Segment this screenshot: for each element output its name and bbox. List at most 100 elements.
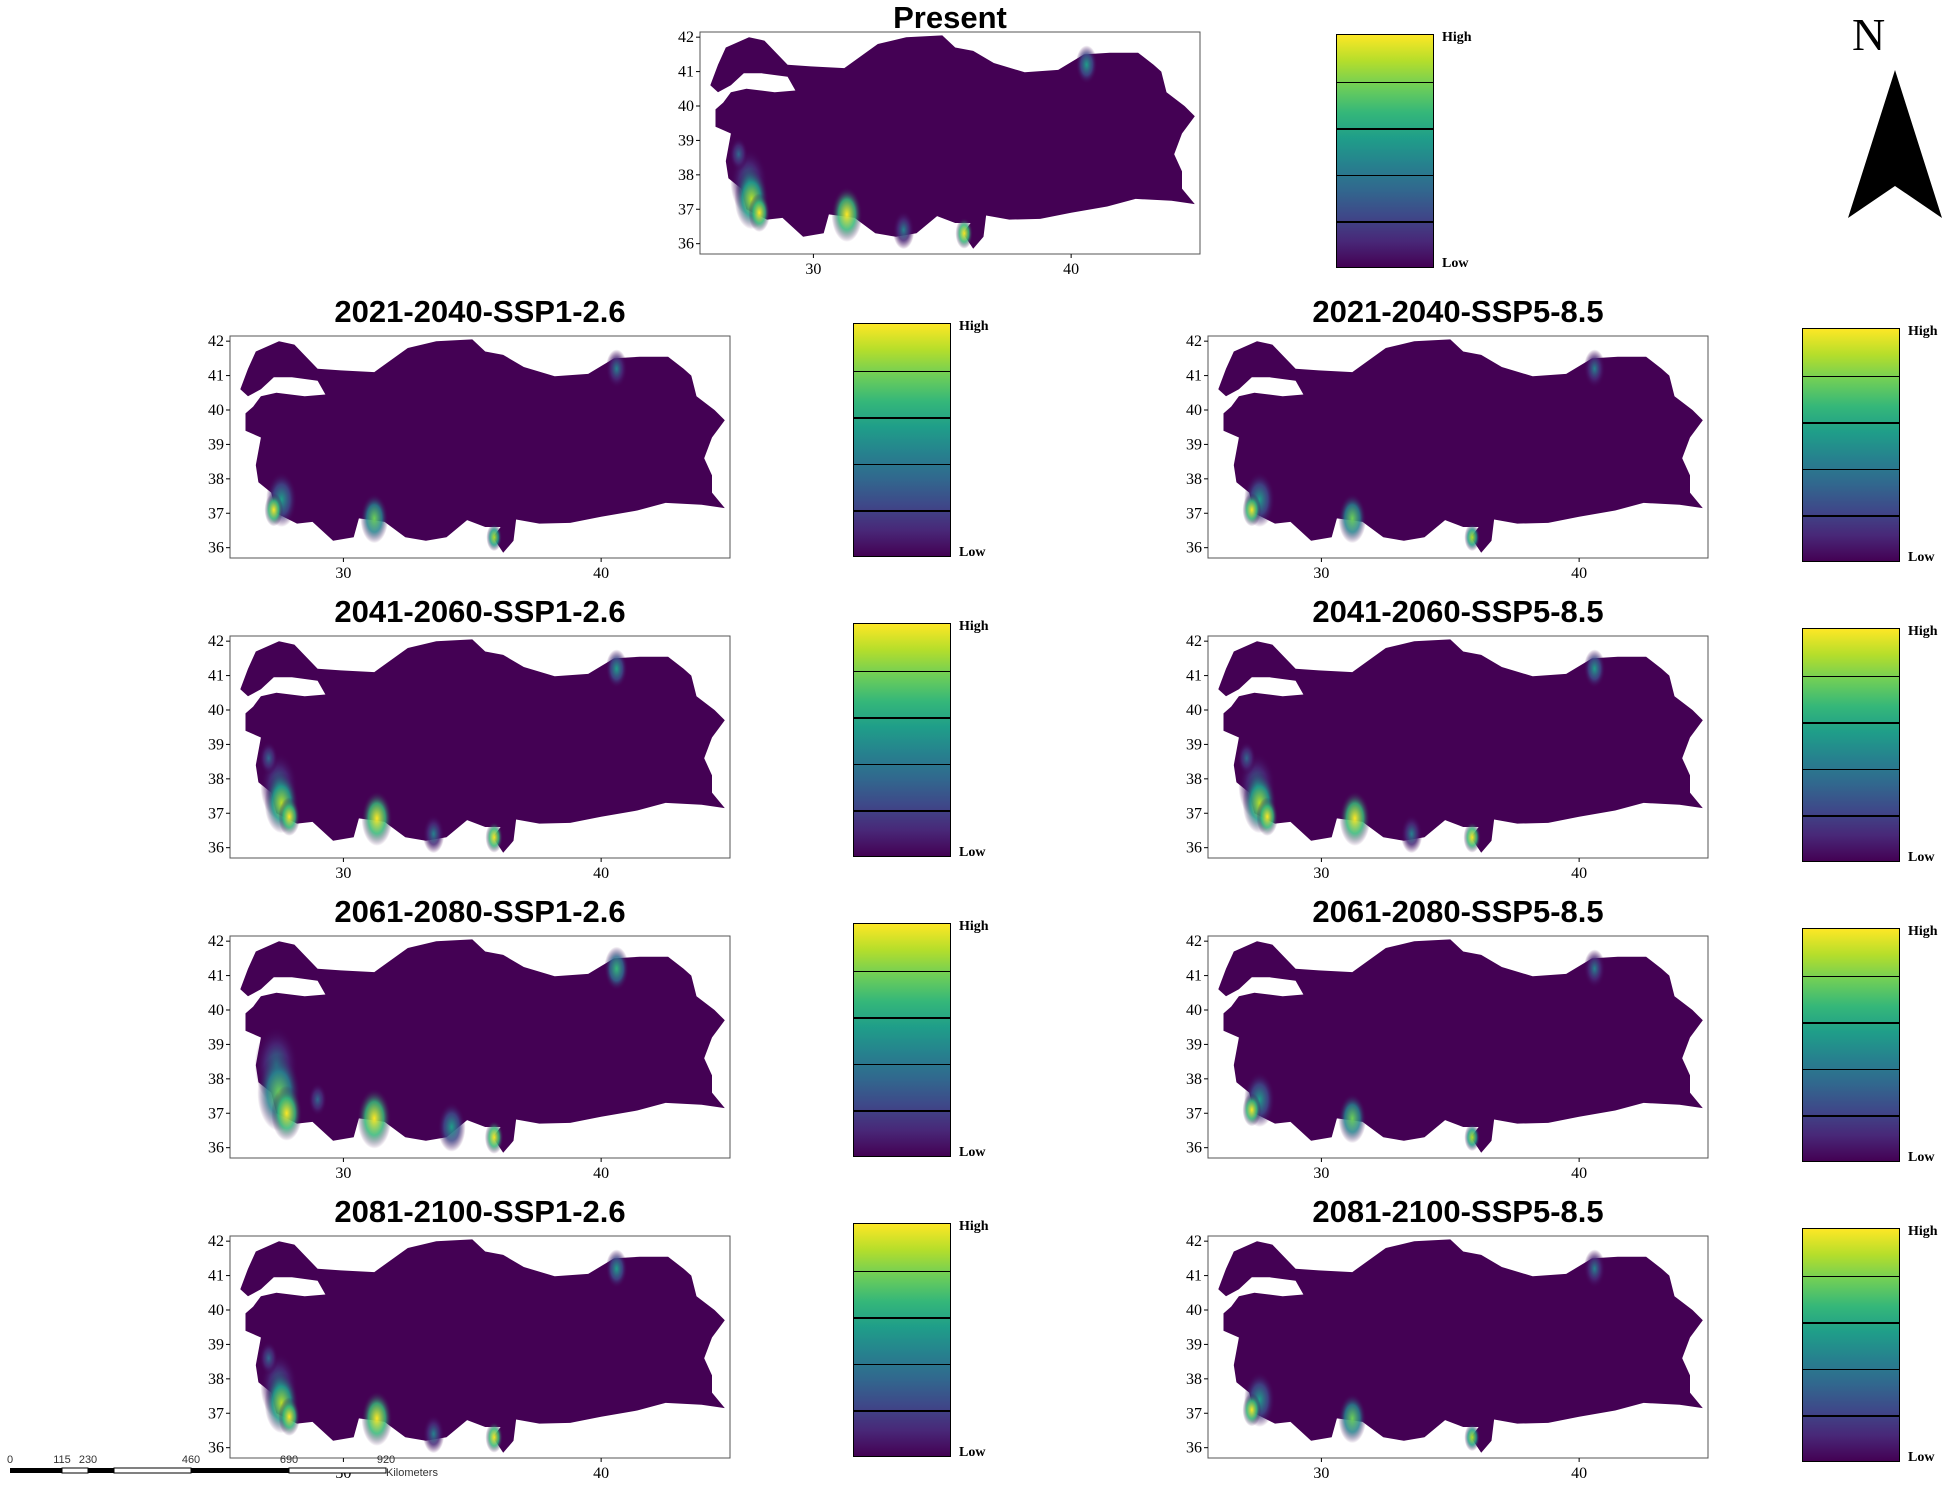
lat-tick-label: 40 (208, 402, 224, 419)
legend-divider (854, 810, 950, 812)
lat-tick-label: 37 (208, 805, 224, 822)
legend-2041-2060-ssp5: High Low (1802, 624, 1942, 865)
lat-tick-label: 40 (208, 702, 224, 719)
legend-divider (1337, 81, 1433, 83)
legend-divider (854, 717, 950, 719)
turkey-landmass (710, 35, 1195, 249)
panel-title: 2081-2100-SSP5-8.5 (1312, 1194, 1604, 1229)
turkey-landmass (1218, 639, 1703, 853)
legend-2021-2040-ssp5: High Low (1802, 324, 1942, 565)
lon-tick-label: 30 (805, 261, 821, 278)
scale-tick-label: 690 (279, 1454, 299, 1466)
legend-divider (1337, 221, 1433, 223)
suitability-hotspot (422, 1414, 445, 1454)
legend-2041-2060-ssp1: High Low (853, 619, 1023, 860)
legend-color-bar (853, 923, 951, 1157)
lat-tick-label: 38 (1186, 1371, 1202, 1388)
turkey-landmass (240, 1239, 725, 1453)
lat-tick-label: 39 (1186, 736, 1202, 753)
lon-tick-label: 40 (1571, 565, 1587, 582)
legend-high-label: High (959, 919, 989, 934)
marmara-sea (1251, 1278, 1301, 1292)
legend-divider (1803, 1368, 1899, 1370)
lat-tick-label: 42 (208, 1233, 224, 1250)
panel-title: 2061-2080-SSP1-2.6 (334, 894, 626, 929)
suitability-hotspot (1464, 1123, 1480, 1152)
map-svg: 42 41 40 39 38 37 36 30 40 (1186, 1233, 1709, 1482)
suitability-hotspot (1583, 349, 1606, 388)
lat-tick-label: 41 (208, 368, 224, 385)
legend-divider (854, 1317, 950, 1319)
lat-tick-label: 42 (678, 29, 694, 46)
legend-present: High Low (1336, 30, 1506, 271)
lon-tick-label: 30 (335, 1165, 351, 1182)
legend-divider (854, 510, 950, 512)
legend-divider (854, 417, 950, 419)
legend-divider (854, 463, 950, 465)
legend-divider (854, 1410, 950, 1412)
panel-title: 2061-2080-SSP5-8.5 (1312, 894, 1604, 929)
legend-high-label: High (1442, 30, 1472, 45)
panel-title: 2081-2100-SSP1-2.6 (334, 1194, 626, 1229)
map-panel-2021-2040-ssp5: 2021-2040-SSP5-8.5 42 41 40 39 38 37 36 30 40 (1168, 292, 1748, 592)
lat-tick-label: 37 (208, 1405, 224, 1422)
map-panel-2061-2080-ssp5: 2061-2080-SSP5-8.5 42 41 40 39 38 37 36 30 40 (1168, 892, 1748, 1192)
map-panel-2021-2040-ssp1: 2021-2040-SSP1-2.6 42 41 40 39 38 37 36 30 40 (190, 292, 770, 592)
marmara-sea (273, 978, 323, 992)
suitability-hotspot (892, 210, 915, 250)
legend-color-bar (1802, 328, 1900, 562)
lat-tick-label: 36 (208, 1440, 224, 1457)
suitability-hotspot (485, 1421, 503, 1453)
legend-divider (1803, 1068, 1899, 1070)
legend-divider (1803, 468, 1899, 470)
suitability-hotspot (437, 1102, 466, 1152)
legend-low-label: Low (1908, 1450, 1935, 1465)
panel-title: 2021-2040-SSP1-2.6 (334, 294, 626, 329)
map-svg: 42 41 40 39 38 37 36 30 40 (1186, 933, 1709, 1182)
panel-title: 2021-2040-SSP5-8.5 (1312, 294, 1604, 329)
lat-tick-label: 37 (1186, 805, 1202, 822)
lon-tick-label: 40 (1571, 865, 1587, 882)
legend-color-bar (1802, 628, 1900, 862)
suitability-hotspot (278, 797, 301, 836)
lon-tick-label: 40 (593, 565, 609, 582)
marmara-sea (1251, 978, 1301, 992)
lat-tick-label: 38 (208, 771, 224, 788)
lat-tick-label: 37 (1186, 1405, 1202, 1422)
legend-2061-2080-ssp5: High Low (1802, 924, 1942, 1165)
suitability-hotspot (271, 1085, 303, 1141)
legend-low-label: Low (1442, 256, 1469, 271)
panel-title: 2041-2060-SSP5-8.5 (1312, 594, 1604, 629)
lon-tick-label: 40 (1063, 261, 1079, 278)
suitability-hotspot (308, 1082, 327, 1117)
lat-tick-label: 41 (208, 968, 224, 985)
lat-tick-label: 39 (678, 132, 694, 149)
scale-tick-label: 920 (376, 1454, 396, 1466)
legend-divider (1803, 768, 1899, 770)
suitability-hotspot (1338, 1093, 1367, 1144)
legend-low-label: Low (1908, 1150, 1935, 1165)
suitability-hotspot (1464, 1423, 1480, 1452)
legend-divider (1803, 675, 1899, 677)
scale-tick-label: 0 (6, 1454, 14, 1466)
lat-tick-label: 40 (1186, 702, 1202, 719)
lat-tick-label: 41 (1186, 668, 1202, 685)
turkey-landmass (240, 639, 725, 853)
north-arrow: N (1840, 8, 1949, 223)
suitability-hotspot (361, 790, 393, 846)
lat-tick-label: 40 (208, 1302, 224, 1319)
lon-tick-label: 40 (1571, 1165, 1587, 1182)
legend-color-bar (1802, 928, 1900, 1162)
lat-tick-label: 39 (208, 436, 224, 453)
legend-divider (1337, 174, 1433, 176)
lat-tick-label: 39 (208, 1036, 224, 1053)
legend-low-label: Low (959, 845, 986, 860)
lat-tick-label: 42 (208, 333, 224, 350)
lat-tick-label: 36 (678, 236, 694, 253)
lat-tick-label: 41 (208, 668, 224, 685)
map-panel-2081-2100-ssp5: 2081-2100-SSP5-8.5 42 41 40 39 38 37 36 30 40 (1168, 1192, 1748, 1488)
lat-tick-label: 42 (1186, 333, 1202, 350)
lon-tick-label: 30 (1313, 1165, 1329, 1182)
lat-tick-label: 41 (1186, 968, 1202, 985)
lat-tick-label: 40 (1186, 1302, 1202, 1319)
